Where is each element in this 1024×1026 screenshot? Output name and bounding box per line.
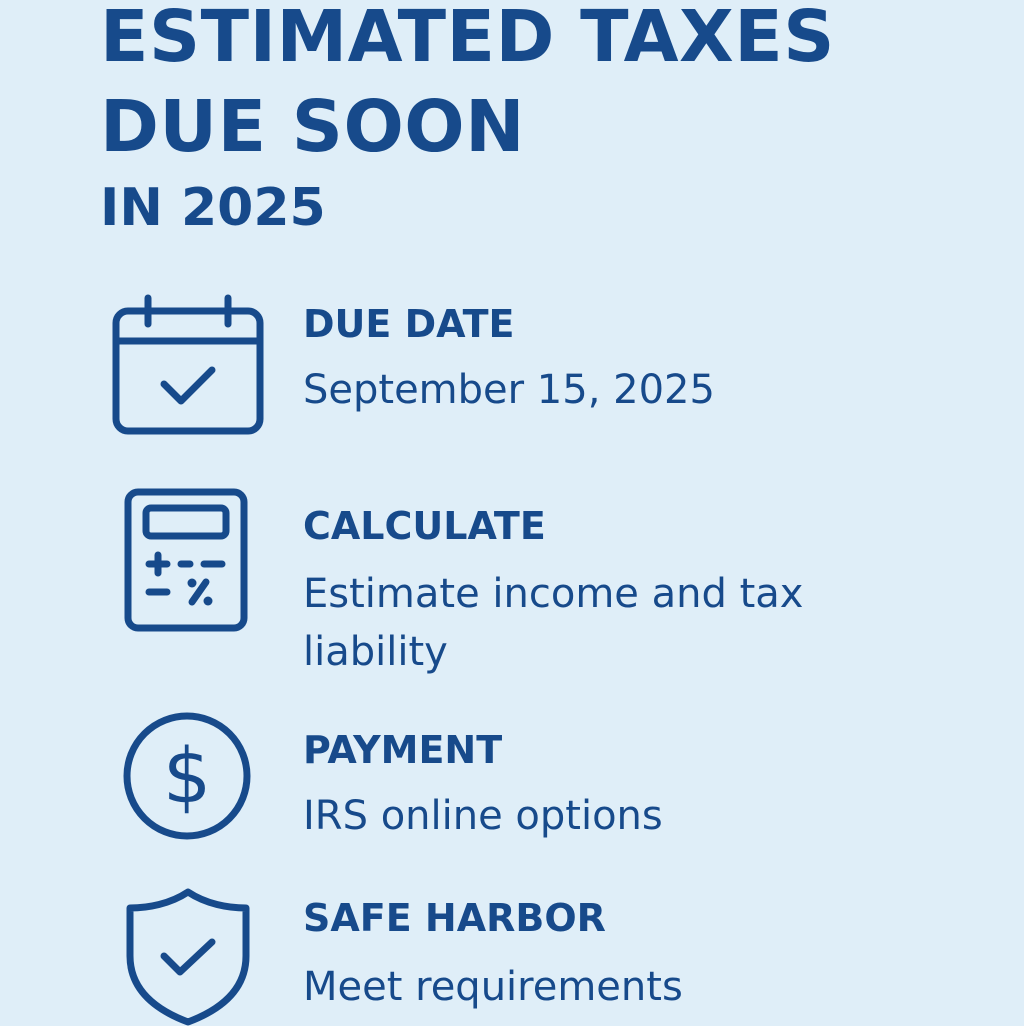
item-desc-due-date: September 15, 2025: [303, 367, 715, 413]
item-desc-calculate: Estimate income and tax liability: [303, 571, 804, 675]
item-desc-payment: IRS online options: [303, 793, 663, 839]
item-label-payment: PAYMENT: [303, 728, 503, 772]
dollar-circle-icon: $: [120, 710, 254, 842]
calendar-check-icon: [110, 290, 266, 440]
info-item-calculate: CALCULATE Estimate income and tax liabil…: [0, 486, 1024, 686]
title-line-1: ESTIMATED TAXES: [100, 0, 835, 78]
page-title: ESTIMATED TAXES DUE SOON: [100, 0, 835, 172]
item-desc-safe-harbor: Meet requirements: [303, 964, 683, 1010]
item-label-due-date: DUE DATE: [303, 302, 515, 346]
shield-check-icon: [122, 886, 254, 1026]
calculator-icon: [122, 486, 252, 636]
item-label-safe-harbor: SAFE HARBOR: [303, 896, 606, 940]
info-item-due-date: DUE DATE September 15, 2025: [0, 290, 1024, 450]
page-subtitle: IN 2025: [100, 178, 326, 238]
info-item-payment: $ PAYMENT IRS online options: [0, 710, 1024, 840]
item-label-calculate: CALCULATE: [303, 504, 546, 548]
svg-text:$: $: [163, 731, 211, 820]
info-item-safe-harbor: SAFE HARBOR Meet requirements: [0, 886, 1024, 1026]
title-line-2: DUE SOON: [100, 85, 526, 168]
